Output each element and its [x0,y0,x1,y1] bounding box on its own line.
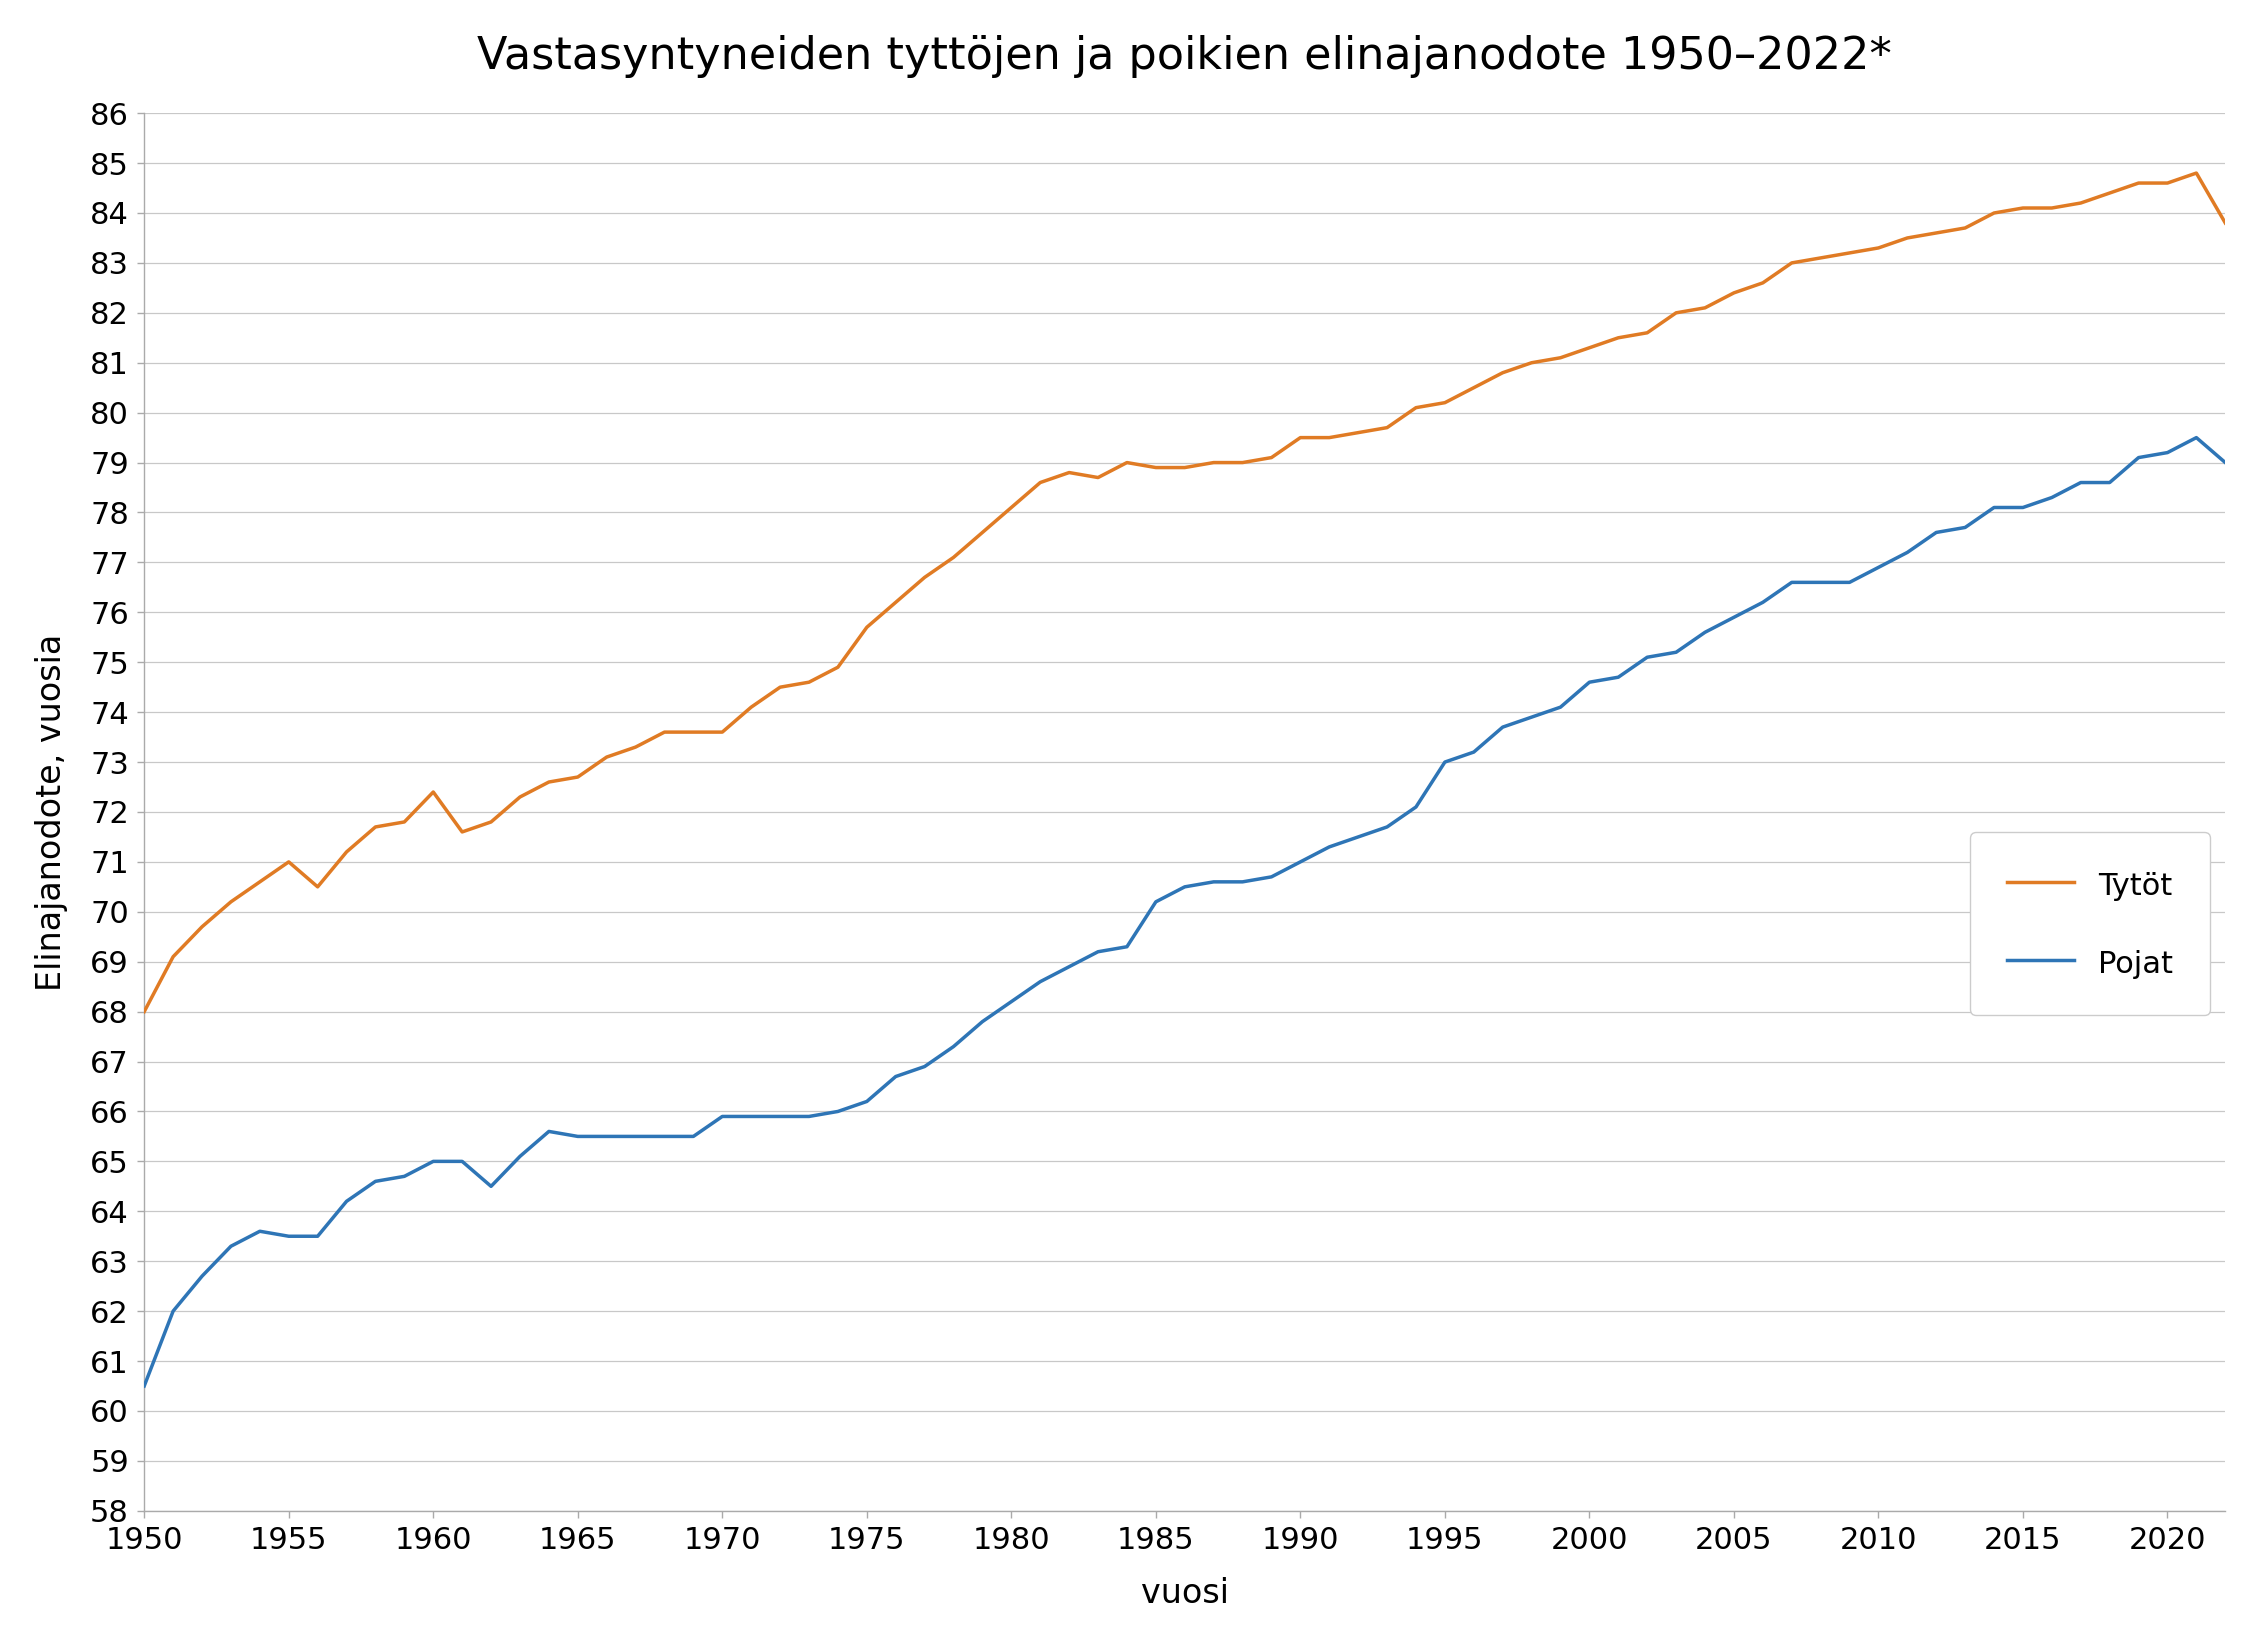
Pojat [1864,558,1892,577]
Tytöt [825,658,852,678]
Y-axis label: Elinajanodote, vuosia: Elinajanodote, vuosia [34,633,68,990]
Tytöt [1171,457,1198,477]
Line: Tytöt: Tytöt [145,173,2226,1012]
Legend: Tytöt, Pojat: Tytöt, Pojat [1971,832,2210,1015]
Pojat [1923,523,1950,543]
Pojat [131,1377,158,1397]
Tytöt [2213,214,2240,234]
X-axis label: vuosi: vuosi [1141,1578,1229,1610]
Pojat [825,1102,852,1122]
Tytöt [2183,163,2210,183]
Tytöt [1864,239,1892,258]
Pojat [2009,498,2036,518]
Line: Pojat: Pojat [145,438,2226,1387]
Tytöt [131,1002,158,1022]
Tytöt [592,747,619,767]
Pojat [592,1127,619,1147]
Tytöt [2009,197,2036,217]
Pojat [1171,877,1198,897]
Title: Vastasyntyneiden tyttöjen ja poikien elinajanodote 1950–2022*: Vastasyntyneiden tyttöjen ja poikien eli… [477,35,1892,77]
Tytöt [1923,224,1950,243]
Pojat [2183,428,2210,447]
Pojat [2213,452,2240,472]
